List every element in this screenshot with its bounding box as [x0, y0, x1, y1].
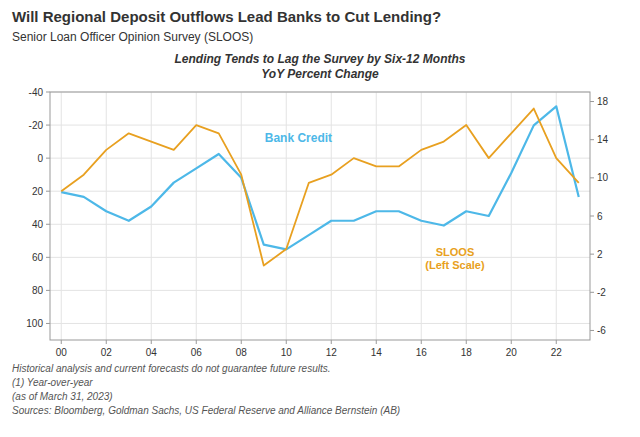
tick	[590, 330, 594, 331]
y-tick-label: -40	[29, 87, 44, 98]
tick	[106, 340, 107, 344]
grid-line	[511, 92, 512, 340]
series-label: Bank Credit	[265, 131, 332, 145]
subtitle: Senior Loan Officer Opinion Survey (SLOO…	[12, 30, 253, 44]
tick	[590, 254, 594, 255]
y2-tick-label: 6	[597, 211, 603, 222]
tick	[196, 340, 197, 344]
grid-line	[106, 92, 107, 340]
tick	[151, 340, 152, 344]
y2-tick-label: 14	[597, 134, 609, 145]
series-label-line: (Left Scale)	[425, 259, 485, 271]
grid-line	[50, 290, 590, 291]
tick	[590, 101, 594, 102]
x-tick-label: 14	[371, 347, 383, 358]
x-tick-label: 04	[146, 347, 158, 358]
series-label: SLOOS(Left Scale)	[425, 246, 485, 271]
grid-line	[466, 92, 467, 340]
grid-line	[241, 92, 242, 340]
grid-line	[50, 191, 590, 192]
grid-line	[196, 92, 197, 340]
footnote: Historical analysis and current forecast…	[12, 363, 331, 374]
y-tick-label: 60	[32, 252, 44, 263]
tick	[46, 290, 50, 291]
tick	[421, 340, 422, 344]
y2-tick-label: 18	[597, 96, 609, 107]
y-tick-label: -20	[29, 120, 44, 131]
tick	[46, 257, 50, 258]
tick	[46, 92, 50, 93]
chart-title: YoY Percent Change	[261, 67, 379, 81]
series-line	[61, 109, 579, 266]
x-tick-label: 16	[416, 347, 428, 358]
x-tick-label: 06	[191, 347, 203, 358]
y-tick-label: 40	[32, 219, 44, 230]
title: Will Regional Deposit Outflows Lead Bank…	[12, 8, 441, 25]
tick	[466, 340, 467, 344]
y2-tick-label: 10	[597, 172, 609, 183]
tick	[590, 177, 594, 178]
grid	[50, 92, 590, 340]
footnote: (1) Year-over-year	[12, 377, 93, 388]
y2-tick-label: 2	[597, 249, 603, 260]
tick	[590, 216, 594, 217]
tick	[286, 340, 287, 344]
tick	[46, 224, 50, 225]
footnote: (as of March 31, 2023)	[12, 391, 113, 402]
chart-title: Lending Tends to Lag the Survey by Six-1…	[175, 52, 466, 66]
tick	[46, 191, 50, 192]
tick	[46, 323, 50, 324]
tick	[376, 340, 377, 344]
x-tick-label: 22	[551, 347, 563, 358]
y-tick-label: 80	[32, 285, 44, 296]
x-tick-label: 02	[101, 347, 113, 358]
grid-line	[376, 92, 377, 340]
y-tick-label: 20	[32, 186, 44, 197]
tick	[331, 340, 332, 344]
tick	[556, 340, 557, 344]
grid-line	[50, 224, 590, 225]
footnote: Sources: Bloomberg, Goldman Sachs, US Fe…	[12, 405, 400, 416]
grid-line	[50, 125, 590, 126]
tick	[46, 125, 50, 126]
x-tick-label: 20	[506, 347, 518, 358]
y-tick-label: 0	[37, 153, 43, 164]
tick	[61, 340, 62, 344]
grid-line	[286, 92, 287, 340]
y-tick-label: 100	[26, 318, 43, 329]
tick	[241, 340, 242, 344]
x-tick-label: 10	[281, 347, 293, 358]
y2-tick-label: -2	[597, 287, 606, 298]
grid-line	[50, 323, 590, 324]
x-tick-label: 00	[56, 347, 68, 358]
series-group	[61, 106, 579, 265]
tick	[46, 158, 50, 159]
grid-line	[50, 257, 590, 258]
y2-tick-label: -6	[597, 325, 606, 336]
x-tick-label: 18	[461, 347, 473, 358]
x-tick-label: 12	[326, 347, 338, 358]
tick	[590, 292, 594, 293]
tick	[590, 139, 594, 140]
grid-line	[50, 158, 590, 159]
grid-line	[151, 92, 152, 340]
grid-line	[421, 92, 422, 340]
series-label-line: SLOOS	[436, 246, 475, 258]
x-tick-label: 08	[236, 347, 248, 358]
tick	[511, 340, 512, 344]
grid-line	[331, 92, 332, 340]
grid-line	[556, 92, 557, 340]
plot-frame	[50, 92, 590, 340]
grid-line	[61, 92, 62, 340]
